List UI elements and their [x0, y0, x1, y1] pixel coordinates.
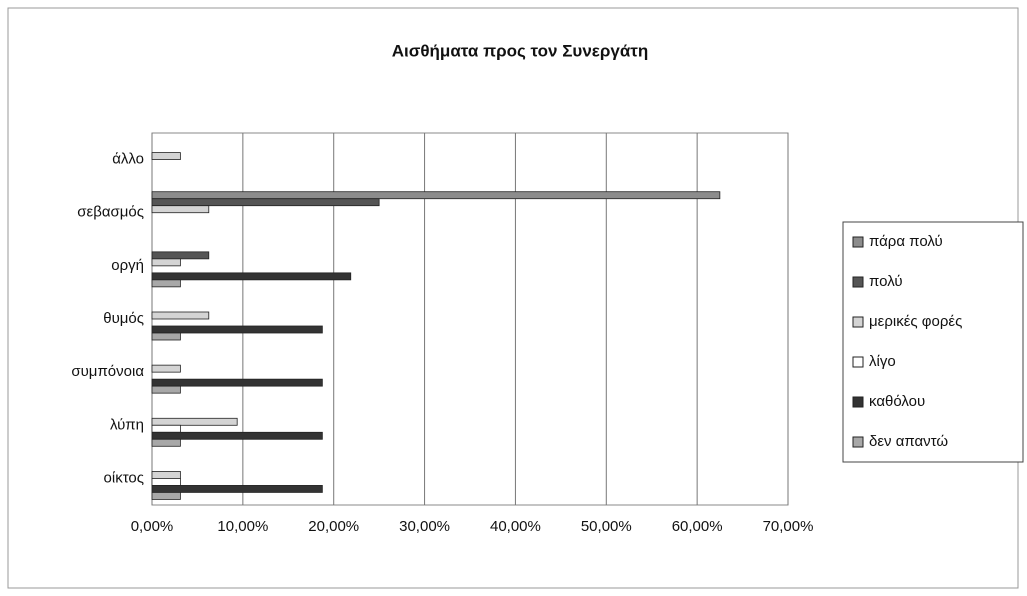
x-tick-label: 40,00%	[490, 518, 541, 535]
plot-area	[151, 132, 789, 506]
legend-label: μερικές φορές	[869, 313, 962, 330]
chart-title: Αισθήματα προς τον Συνεργάτη	[392, 41, 649, 60]
legend-swatch	[852, 396, 864, 408]
bar	[151, 272, 352, 281]
y-tick-label: σεβασμός	[77, 204, 144, 221]
legend-label: καθόλου	[869, 393, 925, 410]
legend-label: δεν απαντώ	[869, 433, 948, 450]
bar	[151, 438, 181, 447]
legend-label: λίγο	[869, 353, 896, 370]
x-tick-label: 60,00%	[672, 518, 723, 535]
bar	[151, 325, 323, 334]
x-tick-label: 10,00%	[217, 518, 268, 535]
bar	[151, 198, 380, 207]
bar	[151, 311, 210, 320]
bar	[151, 332, 181, 341]
bar	[151, 191, 721, 200]
y-tick-label: οίκτος	[104, 469, 144, 486]
x-tick-label: 70,00%	[763, 518, 814, 535]
legend-swatch	[852, 316, 864, 328]
bar	[151, 492, 181, 500]
x-tick-label: 50,00%	[581, 518, 632, 535]
legend-swatch	[852, 236, 864, 248]
legend-swatch	[852, 436, 864, 448]
bar	[151, 431, 323, 440]
bar	[151, 471, 181, 479]
y-tick-label: λύπη	[110, 416, 144, 433]
y-tick-label: άλλο	[112, 151, 144, 168]
x-tick-label: 30,00%	[399, 518, 450, 535]
bar	[151, 364, 181, 373]
bar	[151, 417, 238, 426]
bar	[151, 485, 323, 493]
bar	[151, 279, 181, 288]
legend-swatch	[852, 356, 864, 368]
y-tick-label: συμπόνοια	[71, 363, 144, 380]
legend-label: πολύ	[869, 273, 903, 290]
x-tick-label: 20,00%	[308, 518, 359, 535]
bar	[151, 205, 210, 214]
bar	[151, 478, 181, 486]
legend-box	[842, 221, 1024, 463]
bar	[151, 258, 181, 267]
bar	[151, 424, 181, 433]
y-tick-label: θυμός	[103, 310, 144, 327]
x-tick-label: 0,00%	[131, 518, 174, 535]
bar	[151, 385, 181, 394]
bar	[151, 378, 323, 387]
bar	[151, 152, 181, 160]
bar	[151, 251, 210, 260]
y-tick-label: οργή	[111, 257, 144, 274]
legend-label: πάρα πολύ	[869, 233, 943, 250]
legend-swatch	[852, 276, 864, 288]
